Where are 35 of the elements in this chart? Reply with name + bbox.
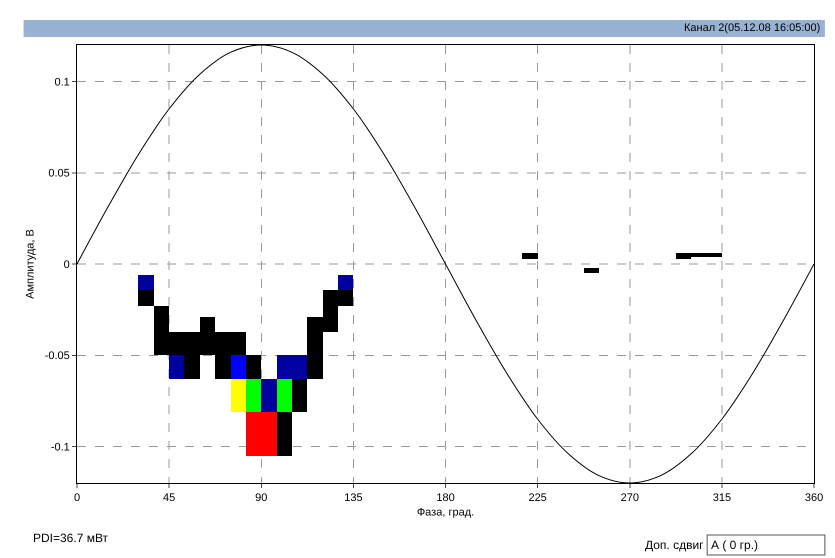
- bar: [169, 355, 184, 379]
- x-tick-label: 45: [162, 492, 176, 504]
- x-tick-label: 180: [436, 492, 455, 504]
- bar: [277, 412, 292, 456]
- bar: [138, 275, 154, 290]
- text: А ( 0 гр.): [711, 538, 758, 552]
- y-tick-label: -0.1: [50, 441, 70, 454]
- x-tick-label: 315: [712, 492, 732, 504]
- chart-title: Канал 2(05.12.08 16:05:00): [684, 22, 820, 34]
- x-tick-label: 0: [74, 492, 80, 504]
- y-axis-title: Амплитуда, В: [24, 229, 36, 299]
- bar: [231, 379, 246, 412]
- bar: [338, 275, 353, 290]
- bar: [292, 379, 307, 412]
- bar: [231, 355, 246, 379]
- x-axis-title: Фаза, град.: [416, 506, 474, 518]
- x-tick-label: 270: [620, 492, 639, 504]
- bar: [584, 268, 599, 273]
- bar: [261, 379, 277, 412]
- line-series: [77, 45, 814, 483]
- x-tick-label: 360: [804, 492, 824, 504]
- x-tick-label: 90: [255, 492, 268, 504]
- bar: [277, 379, 292, 412]
- bar: [246, 379, 261, 412]
- text: PDI=36.7 мВт: [33, 531, 109, 545]
- text: Доп. сдвиг: [645, 538, 704, 552]
- y-tick-label: 0.05: [48, 168, 70, 180]
- bar: [138, 290, 154, 306]
- bar: [522, 253, 538, 259]
- y-tick-label: 0: [64, 258, 70, 271]
- y-tick-label: 0.1: [54, 76, 70, 88]
- y-tick-label: -0.05: [44, 350, 70, 362]
- bar: [246, 355, 261, 379]
- x-tick-label: 225: [528, 492, 547, 504]
- x-tick-label: 135: [344, 492, 363, 504]
